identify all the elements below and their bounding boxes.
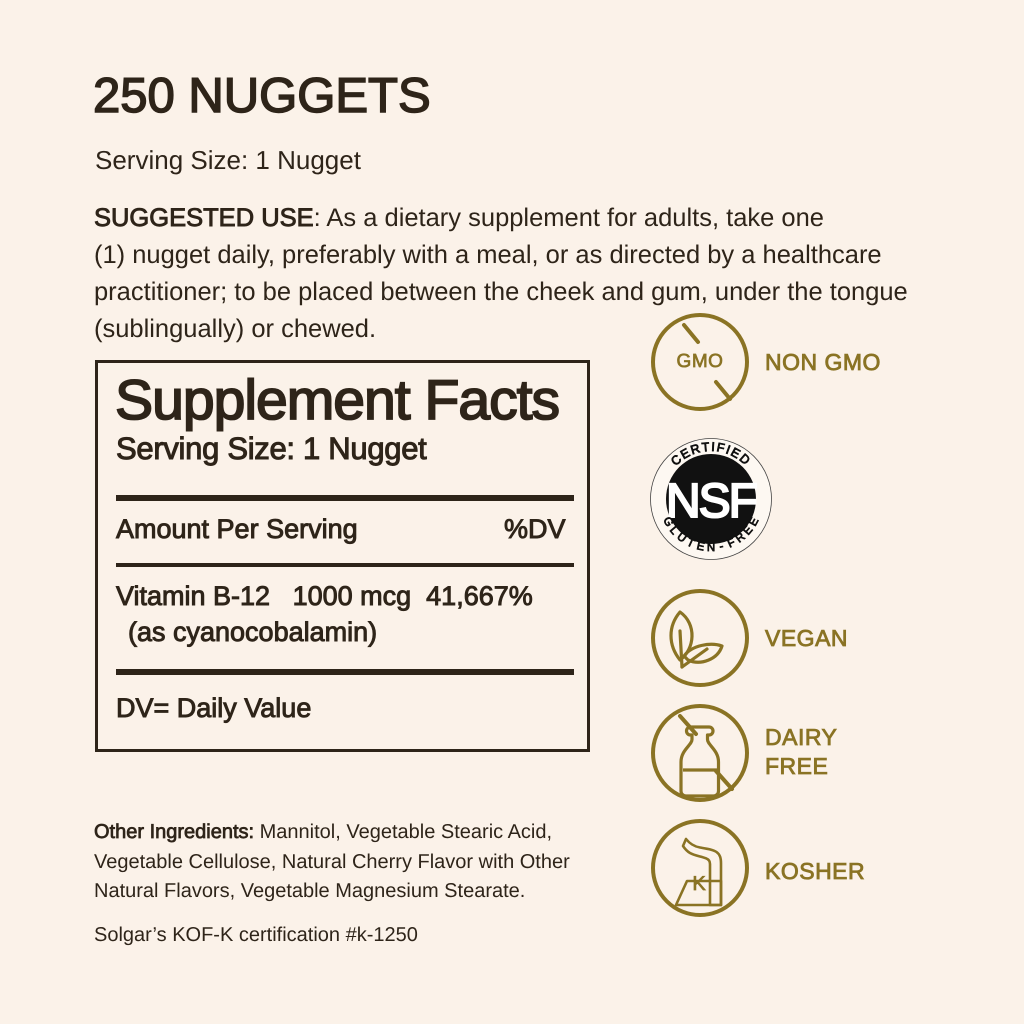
- svg-text:NSF: NSF: [666, 475, 758, 528]
- svg-text:N: N: [707, 542, 715, 554]
- svg-text:K: K: [692, 873, 706, 895]
